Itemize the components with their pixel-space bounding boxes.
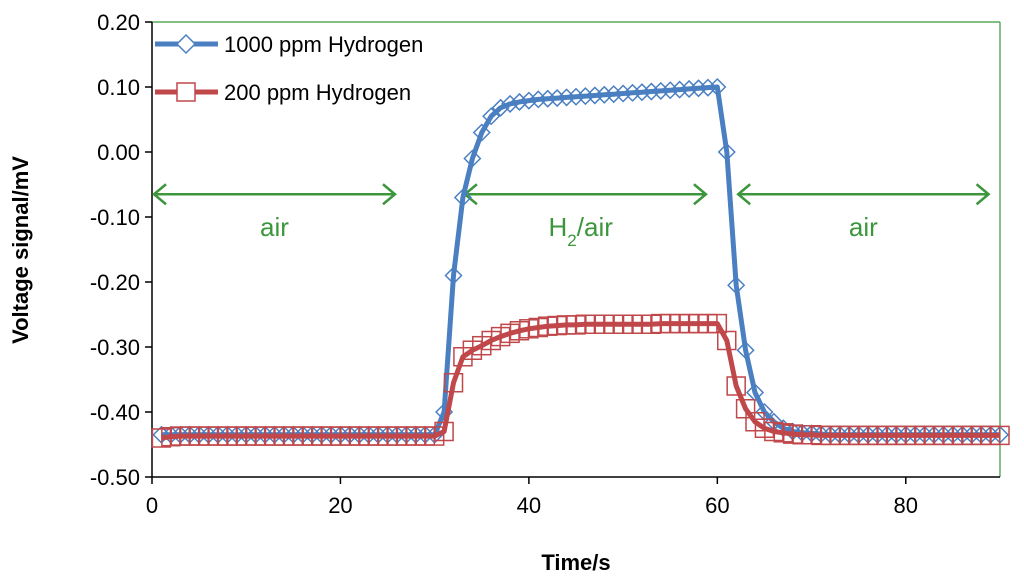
data-point xyxy=(538,89,557,108)
series-1 xyxy=(152,77,1010,444)
data-point xyxy=(680,79,699,99)
data-point xyxy=(566,87,586,106)
y-tick-label: -0.10 xyxy=(90,205,140,230)
data-point xyxy=(472,123,491,142)
data-point xyxy=(661,81,680,100)
data-point xyxy=(443,373,464,393)
annotations: air H2/air air xyxy=(152,183,991,250)
y-axis: -0.50 -0.40 -0.30 -0.20 -0.10 0.00 0.10 0.20 xyxy=(90,10,152,490)
data-point xyxy=(519,91,538,110)
x-tick-label: 80 xyxy=(894,493,918,518)
x-tick-label: 60 xyxy=(705,493,729,518)
y-tick-label: 0.00 xyxy=(97,140,140,165)
data-point xyxy=(557,88,576,107)
x-axis-title: Time/s xyxy=(541,550,610,575)
data-point xyxy=(717,330,737,351)
legend-label: 1000 ppm Hydrogen xyxy=(224,32,423,57)
arrow-head-right xyxy=(693,183,708,206)
series-2 xyxy=(151,313,1010,448)
data-point xyxy=(726,376,746,396)
data-point xyxy=(491,98,510,117)
data-point xyxy=(708,77,727,97)
arrow-head-left xyxy=(736,183,751,206)
data-point xyxy=(736,341,755,360)
legend: 1000 ppm Hydrogen 200 ppm Hydrogen xyxy=(155,32,423,105)
arrow-head-left xyxy=(152,183,167,206)
y-tick-label: -0.20 xyxy=(90,270,140,295)
data-point xyxy=(585,86,604,105)
data-point xyxy=(510,92,529,112)
y-tick-label: -0.50 xyxy=(90,465,140,490)
x-tick-label: 0 xyxy=(146,493,158,518)
data-point xyxy=(614,84,633,103)
legend-marker xyxy=(175,33,197,55)
x-tick-label: 20 xyxy=(328,493,352,518)
data-point xyxy=(604,85,623,104)
data-point xyxy=(670,80,689,99)
plot-frame xyxy=(151,21,1001,478)
annotation-label: H2/air xyxy=(549,212,614,250)
x-axis: 0 20 40 60 80 xyxy=(146,477,918,518)
data-point xyxy=(500,94,520,113)
arrow-head-right xyxy=(975,183,991,206)
data-point xyxy=(642,82,661,101)
data-point xyxy=(548,88,567,108)
y-tick-label: 0.10 xyxy=(97,75,140,100)
data-point xyxy=(623,83,642,102)
y-tick-label: 0.20 xyxy=(97,10,140,35)
series-line xyxy=(161,84,1000,438)
data-point xyxy=(576,87,595,106)
data-point xyxy=(698,78,717,97)
arrow-head-right xyxy=(382,183,397,206)
data-point xyxy=(651,81,670,100)
annotation-label: air xyxy=(260,212,289,242)
data-point xyxy=(444,266,463,285)
series-layer xyxy=(151,77,1010,448)
data-point xyxy=(453,188,472,207)
data-point xyxy=(632,83,652,102)
data-point xyxy=(595,85,614,104)
annotation-label: air xyxy=(849,212,878,242)
legend-marker xyxy=(176,82,196,102)
y-tick-label: -0.30 xyxy=(90,335,140,360)
data-point xyxy=(463,149,482,168)
series-line xyxy=(161,321,1000,441)
data-point xyxy=(717,142,736,162)
data-point xyxy=(990,425,1010,446)
x-tick-label: 40 xyxy=(517,493,541,518)
data-point xyxy=(434,421,454,442)
legend-label: 200 ppm Hydrogen xyxy=(224,80,411,105)
data-point xyxy=(689,79,708,98)
y-tick-label: -0.40 xyxy=(90,400,140,425)
data-point xyxy=(529,90,548,109)
y-axis-title: Voltage signal/mV xyxy=(8,156,33,344)
data-point xyxy=(482,107,501,126)
data-point xyxy=(727,276,746,295)
